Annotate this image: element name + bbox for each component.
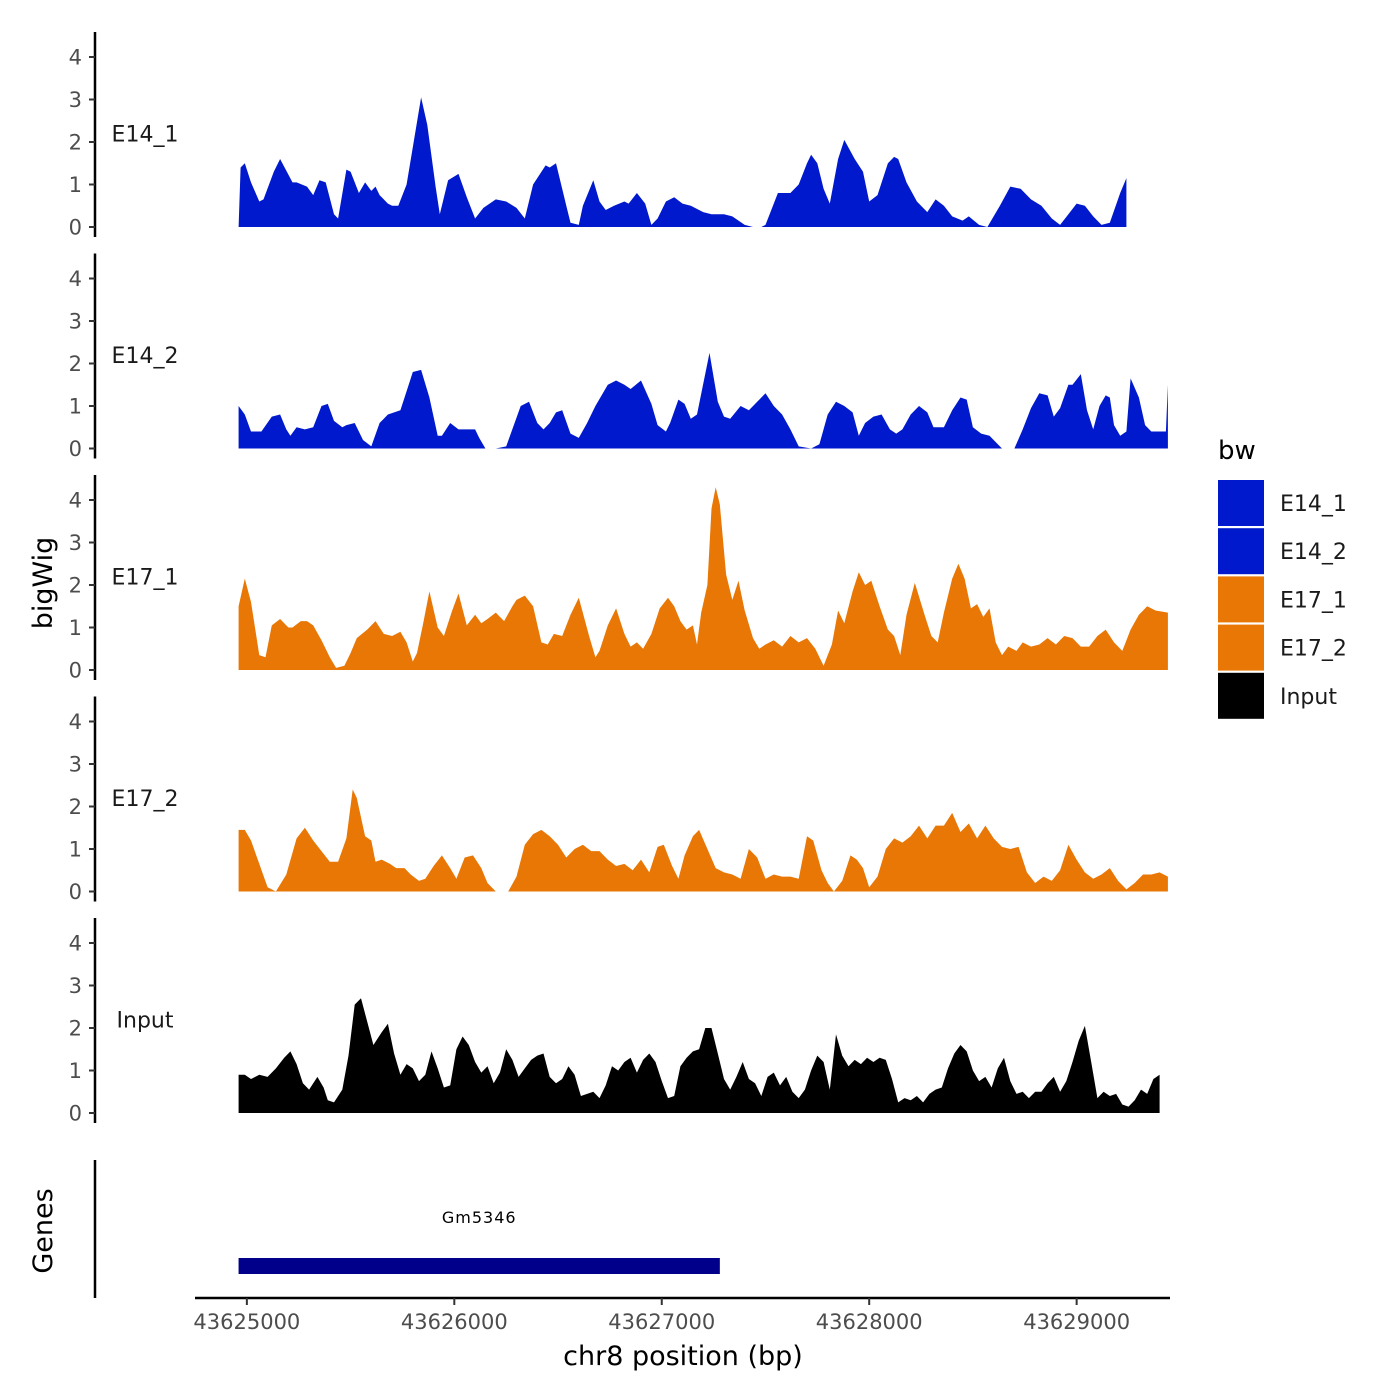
legend-label-e14-1: E14_1 — [1280, 492, 1347, 517]
x-tick-label: 43626000 — [401, 1310, 508, 1334]
x-axis: 43625000 43626000 43627000 43628000 43629000 — [193, 1296, 1170, 1334]
legend-label-e17-1: E17_1 — [1280, 588, 1347, 613]
track-label-e14-2: E14_2 — [112, 344, 179, 369]
signal-area-e14-2 — [238, 352, 1168, 449]
x-axis-title: chr8 position (bp) — [563, 1341, 803, 1372]
x-tick-label: 43625000 — [193, 1310, 300, 1334]
track-e17-2: 0 1 2 3 4 E17_2 — [69, 696, 1168, 904]
y-tick-label: 2 — [69, 352, 82, 376]
y-tick-label: 2 — [69, 131, 82, 155]
genes-axis-title: Genes — [28, 1188, 59, 1273]
y-tick-label: 1 — [69, 1059, 82, 1083]
track-label-input: Input — [117, 1009, 174, 1034]
track-e14-2: 0 1 2 3 4 E14_2 — [69, 253, 1168, 461]
x-tick-label: 43628000 — [816, 1310, 923, 1334]
y-tick-label: 4 — [69, 46, 82, 70]
legend-swatch-e14-1 — [1218, 480, 1264, 526]
legend-swatch-e14-2 — [1218, 528, 1264, 575]
y-tick-label: 1 — [69, 173, 82, 197]
gene-label-gm5346: Gm5346 — [442, 1208, 517, 1227]
y-tick-label: 1 — [69, 395, 82, 419]
legend: bw E14_1 E14_2 E17_1 E17_2 Input — [1218, 436, 1347, 719]
y-tick-label: 1 — [69, 838, 82, 862]
y-tick-label: 3 — [69, 310, 82, 334]
legend-title: bw — [1218, 436, 1256, 466]
legend-swatch-e17-2 — [1218, 624, 1264, 671]
y-axis-title: bigWig — [28, 537, 59, 630]
y-tick-label: 3 — [69, 974, 82, 998]
track-label-e17-2: E17_2 — [112, 787, 179, 812]
y-tick-label: 4 — [69, 489, 82, 513]
y-tick-label: 3 — [69, 88, 82, 112]
legend-swatch-input — [1218, 672, 1264, 719]
y-tick-label: 4 — [69, 932, 82, 956]
y-tick-label: 2 — [69, 1017, 82, 1041]
y-tick-label: 3 — [69, 531, 82, 555]
signal-area-e17-2 — [238, 789, 1168, 892]
y-tick-label: 4 — [69, 710, 82, 734]
gene-bar-gm5346 — [238, 1258, 720, 1274]
gene-panel: Gm5346 — [93, 1160, 720, 1298]
y-tick-label: 4 — [69, 267, 82, 291]
track-label-e14-1: E14_1 — [112, 123, 179, 148]
x-tick-label: 43627000 — [608, 1310, 715, 1334]
signal-tracks: 0 1 2 3 4 E14_1 0 1 2 3 4 E14_2 0 1 2 3 4 E17_1 0 1 2 3 4 E17_2… — [69, 32, 1168, 1126]
y-tick-label: 0 — [69, 1102, 82, 1126]
y-tick-label: 2 — [69, 795, 82, 819]
track-e14-1: 0 1 2 3 4 E14_1 — [69, 32, 1127, 240]
y-tick-label: 2 — [69, 574, 82, 598]
y-tick-label: 3 — [69, 753, 82, 777]
legend-label-input: Input — [1280, 685, 1337, 710]
signal-area-input — [238, 998, 1160, 1113]
y-tick-label: 0 — [69, 216, 82, 240]
legend-label-e14-2: E14_2 — [1280, 540, 1347, 565]
x-tick-label: 43629000 — [1023, 1310, 1130, 1334]
legend-swatch-e17-1 — [1218, 576, 1264, 623]
y-tick-label: 0 — [69, 659, 82, 683]
track-label-e17-1: E17_1 — [112, 566, 179, 591]
track-input: 0 1 2 3 4 Input — [69, 918, 1160, 1126]
track-e17-1: 0 1 2 3 4 E17_1 — [69, 475, 1168, 683]
y-tick-label: 0 — [69, 880, 82, 904]
signal-area-e14-1 — [238, 97, 1127, 228]
y-tick-label: 1 — [69, 616, 82, 640]
legend-label-e17-2: E17_2 — [1280, 637, 1347, 662]
y-tick-label: 0 — [69, 437, 82, 461]
signal-area-e17-1 — [238, 487, 1168, 670]
